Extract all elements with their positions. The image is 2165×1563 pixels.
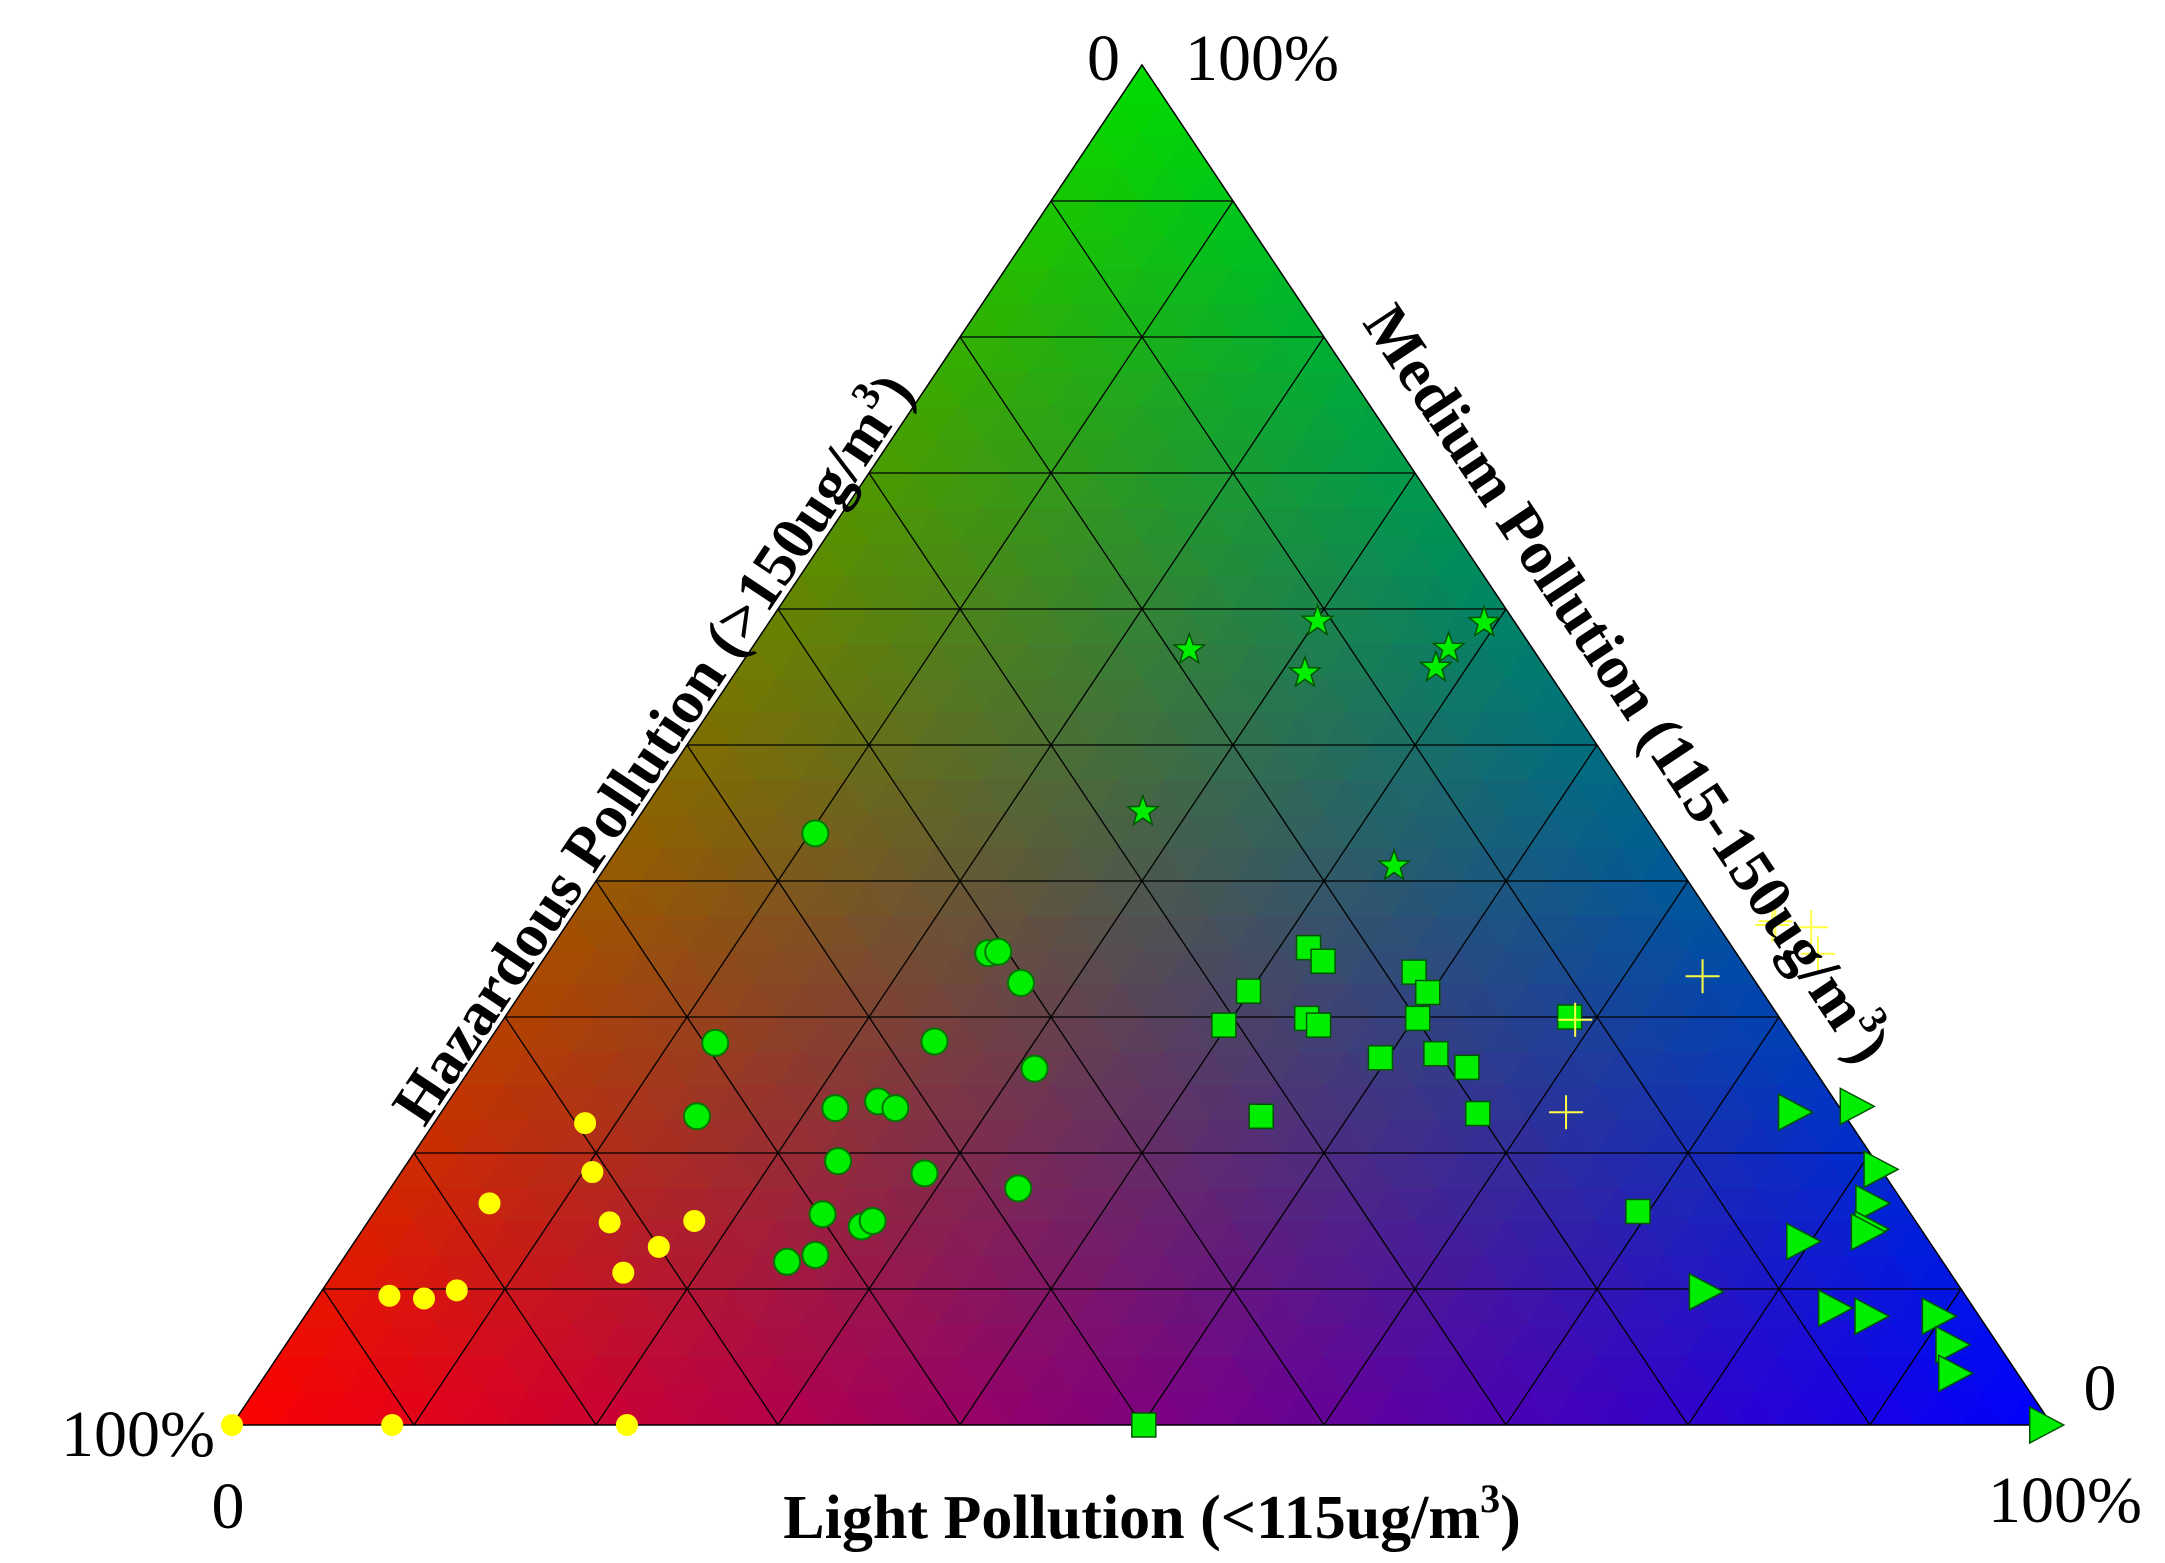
data-point-star-2-1 xyxy=(1125,793,1161,827)
data-point-circle-0-1 xyxy=(381,1414,404,1436)
left-tick-zero: 0 xyxy=(212,1470,245,1543)
grid-line-hazardous xyxy=(504,1016,779,1426)
grid-line-light xyxy=(413,200,1234,1426)
data-point-circle-0-12 xyxy=(683,1210,706,1232)
data-point-circle-1-6 xyxy=(824,1147,853,1176)
data-point-star-2-7 xyxy=(1466,604,1502,638)
data-point-triangle-right-5-2 xyxy=(1863,1150,1900,1189)
right-tick-zero: 0 xyxy=(2084,1352,2117,1425)
data-point-circle-1-13 xyxy=(910,1159,939,1188)
grid-line-light xyxy=(1687,1152,1871,1426)
data-point-circle-0-0 xyxy=(221,1414,243,1436)
data-point-circle-0-2 xyxy=(615,1414,638,1436)
data-point-plus-4-0 xyxy=(1794,910,1829,945)
data-point-plus-4-1 xyxy=(1758,904,1793,939)
gradient-cell xyxy=(1118,65,1166,100)
data-point-triangle-right-5-8 xyxy=(1817,1288,1855,1328)
data-point-triangle-right-5-11 xyxy=(1935,1325,1972,1365)
data-point-circle-1-4 xyxy=(808,1200,837,1229)
data-point-circle-0-4 xyxy=(413,1287,436,1310)
data-point-square-3-4 xyxy=(1211,1012,1237,1038)
data-point-square-3-16 xyxy=(1131,1412,1157,1438)
grid-line-light xyxy=(1141,744,1598,1426)
data-point-triangle-right-5-5 xyxy=(1786,1222,1823,1261)
data-point-triangle-right-5-12 xyxy=(1937,1354,1975,1393)
top-tick-zero: 0 xyxy=(1087,22,1120,95)
grid-line-hazardous xyxy=(686,744,1143,1426)
grid-line-hazardous xyxy=(595,880,961,1426)
data-point-circle-1-0 xyxy=(801,819,830,848)
bottom-axis-title-sup: 3 xyxy=(1480,1476,1500,1521)
data-point-square-3-5 xyxy=(1305,1012,1332,1038)
data-point-square-3-15 xyxy=(1625,1198,1651,1225)
data-point-circle-0-9 xyxy=(598,1211,621,1234)
data-point-circle-1-3 xyxy=(773,1247,802,1276)
data-point-circle-1-5 xyxy=(801,1241,830,1269)
data-point-square-3-7 xyxy=(1414,979,1441,1006)
data-point-triangle-right-5-0 xyxy=(1839,1087,1876,1126)
grid-line-hazardous xyxy=(322,1288,415,1426)
data-point-circle-1-12 xyxy=(858,1207,887,1235)
data-point-plus-4-5 xyxy=(1558,1002,1593,1037)
grid-line-hazardous xyxy=(413,1152,597,1426)
data-point-plus-4-4 xyxy=(1685,959,1720,994)
data-point-circle-1-2 xyxy=(683,1102,712,1131)
data-point-star-2-0 xyxy=(1171,631,1207,665)
data-point-square-3-2 xyxy=(1235,978,1262,1004)
data-point-circle-1-18 xyxy=(1004,1174,1033,1203)
data-point-star-2-3 xyxy=(1300,602,1335,637)
data-point-triangle-right-5-9 xyxy=(1854,1296,1891,1336)
data-point-triangle-right-5-6 xyxy=(1850,1212,1887,1252)
data-point-triangle-right-5-3 xyxy=(1855,1184,1892,1223)
data-point-square-3-8 xyxy=(1404,1005,1431,1032)
data-point-square-3-10 xyxy=(1367,1045,1394,1071)
data-point-circle-1-17 xyxy=(1020,1054,1049,1083)
data-point-square-3-12 xyxy=(1454,1054,1480,1081)
data-point-square-3-1 xyxy=(1310,948,1336,974)
top-tick-hundred: 100% xyxy=(1185,22,1339,95)
data-point-circle-1-16 xyxy=(1006,969,1035,997)
bottom-axis-title: Light Pollution (<115ug/m3) xyxy=(783,1476,1520,1552)
data-point-circle-0-3 xyxy=(378,1284,401,1307)
data-point-triangle-right-5-13 xyxy=(2028,1405,2066,1445)
data-point-triangle-right-5-7 xyxy=(1688,1272,1725,1311)
data-point-circle-0-11 xyxy=(647,1235,670,1258)
grid-line-hazardous xyxy=(868,472,1507,1426)
data-point-star-2-2 xyxy=(1287,654,1323,688)
right-tick-hundred: 100% xyxy=(1988,1464,2142,1537)
data-point-star-2-5 xyxy=(1418,649,1454,683)
data-point-circle-1-9 xyxy=(920,1027,949,1056)
data-point-circle-0-10 xyxy=(612,1261,635,1284)
grid-line-hazardous xyxy=(1050,200,1871,1426)
data-point-circle-1-7 xyxy=(821,1094,850,1123)
data-point-circle-0-8 xyxy=(581,1161,604,1184)
data-point-plus-4-6 xyxy=(1549,1095,1584,1130)
data-point-triangle-right-5-10 xyxy=(1921,1296,1958,1336)
data-point-square-3-13 xyxy=(1465,1100,1491,1127)
data-point-square-3-11 xyxy=(1423,1040,1449,1067)
data-point-plus-4-2 xyxy=(1755,908,1790,943)
data-point-circle-0-7 xyxy=(574,1112,597,1135)
data-point-circle-1-1 xyxy=(701,1028,730,1057)
data-point-triangle-right-5-1 xyxy=(1777,1092,1815,1132)
data-point-plus-4-3 xyxy=(1801,936,1836,971)
data-point-square-3-14 xyxy=(1556,1004,1583,1030)
data-point-circle-1-15 xyxy=(984,937,1013,966)
grid-line-light xyxy=(1323,880,1689,1426)
data-points xyxy=(221,602,2066,1445)
data-point-circle-1-10 xyxy=(881,1094,910,1123)
bottom-axis-title-close: ) xyxy=(1500,1484,1521,1552)
data-point-star-2-4 xyxy=(1376,847,1412,881)
bottom-axis-title-main: Light Pollution (<115ug/m xyxy=(783,1484,1480,1552)
data-point-circle-0-5 xyxy=(445,1279,468,1302)
data-point-star-2-6 xyxy=(1431,630,1467,664)
data-point-circle-0-6 xyxy=(478,1192,501,1215)
left-tick-hundred: 100% xyxy=(61,1398,215,1471)
data-point-square-3-9 xyxy=(1248,1103,1274,1130)
